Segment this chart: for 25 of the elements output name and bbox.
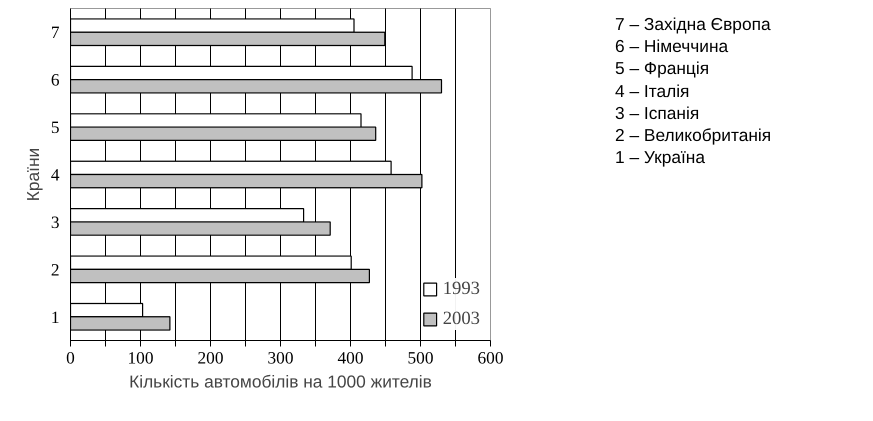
y-tick-label: 6 (50, 70, 60, 90)
text: 3 – Іспанія (615, 102, 700, 123)
y-tick-label: 1 (50, 308, 60, 327)
text: 1 – Україна (615, 147, 706, 168)
x-tick-label: 400 (338, 348, 364, 368)
legend-label: 1993 (442, 278, 480, 300)
y-axis-title: Країни (22, 148, 43, 202)
x-axis-title: Кількість автомобілів на 1000 жителів (129, 372, 432, 392)
y-tick-label: 2 (50, 260, 60, 280)
x-tick-label: 100 (128, 348, 154, 368)
text: 4 – Італія (615, 80, 690, 101)
text: 7 – Західна Європа (615, 14, 771, 34)
x-tick-label: 200 (198, 348, 224, 368)
text: 2 – Великобританія (615, 124, 772, 145)
y-tick-label: 4 (50, 166, 60, 184)
text: 5 – Франція (615, 58, 710, 78)
text: 6 – Німеччина (615, 36, 728, 56)
y-tick-label: 7 (50, 23, 60, 42)
legend-label: 2003 (442, 308, 480, 330)
x-tick-label: 600 (478, 348, 504, 368)
x-tick-label: 500 (408, 348, 434, 368)
x-tick-label: 0 (66, 348, 75, 368)
x-tick-label: 300 (268, 348, 294, 368)
y-tick-label: 5 (50, 118, 60, 138)
y-tick-label: 3 (50, 212, 60, 232)
